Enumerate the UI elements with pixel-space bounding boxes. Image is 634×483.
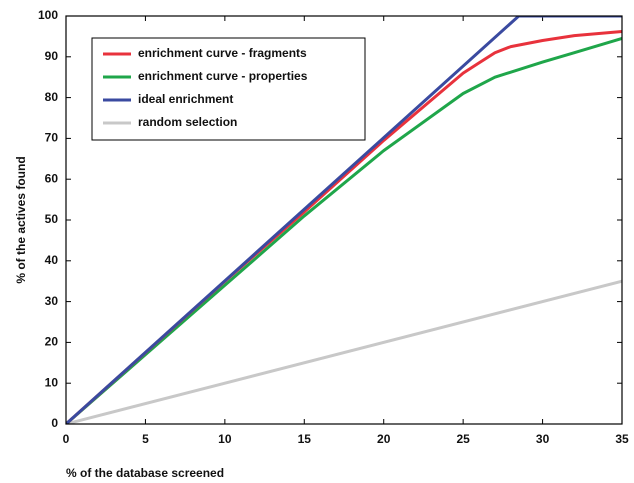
- y-tick-label: 20: [45, 335, 59, 349]
- plot-frame: [65, 15, 623, 425]
- x-tick-label: 15: [298, 432, 312, 446]
- series-line: [66, 279, 622, 424]
- y-tick-label: 10: [45, 375, 59, 389]
- x-tick-label: 5: [142, 432, 149, 446]
- x-tick-label: 10: [218, 432, 232, 446]
- x-tick-label: 30: [536, 432, 550, 446]
- x-axis-label: % of the database screened: [66, 466, 224, 480]
- y-tick-label: 90: [45, 49, 59, 63]
- legend-label: enrichment curve - fragments: [138, 46, 307, 60]
- y-tick-label: 80: [45, 90, 59, 104]
- series-line: [66, 37, 622, 424]
- y-tick-label: 70: [45, 131, 59, 145]
- x-tick-label: 20: [377, 432, 391, 446]
- y-tick-label: 50: [45, 212, 59, 226]
- x-tick-label: 35: [615, 432, 629, 446]
- y-tick-label: 40: [45, 253, 59, 267]
- y-axis-label: % of the actives found: [14, 156, 28, 283]
- y-tick-label: 30: [45, 294, 59, 308]
- legend-label: enrichment curve - properties: [138, 69, 308, 83]
- x-tick-label: 0: [63, 432, 70, 446]
- legend-label: random selection: [138, 115, 237, 129]
- y-tick-label: 100: [38, 8, 58, 22]
- y-tick-label: 0: [51, 416, 58, 430]
- legend-label: ideal enrichment: [138, 92, 233, 106]
- series-line: [66, 16, 622, 424]
- x-tick-label: 25: [456, 432, 470, 446]
- y-tick-label: 60: [45, 171, 59, 185]
- legend-box: [91, 37, 366, 141]
